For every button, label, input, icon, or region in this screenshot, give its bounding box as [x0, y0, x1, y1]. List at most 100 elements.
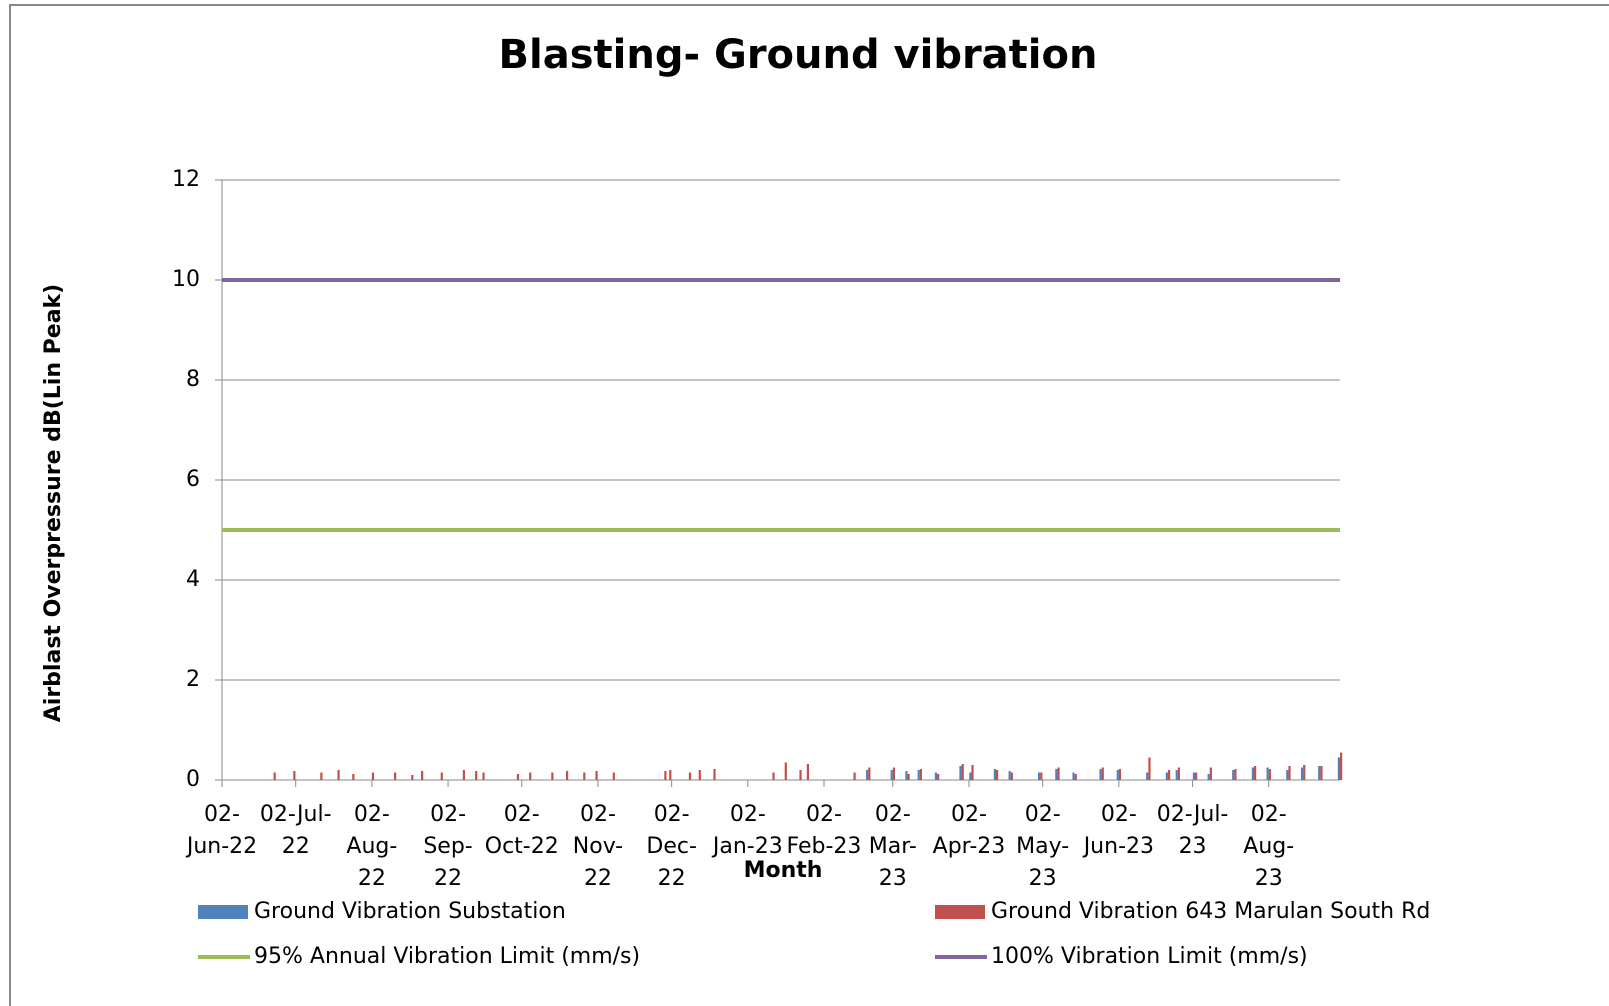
x-tick-label: 02-Oct-22 — [484, 802, 559, 859]
x-tick-label: 02-Dec-22 — [646, 802, 697, 891]
bar — [1288, 766, 1291, 780]
bar — [337, 770, 340, 780]
bar — [1040, 772, 1043, 780]
bar — [799, 770, 802, 780]
bar — [293, 771, 296, 780]
bar — [905, 771, 908, 780]
bar — [583, 772, 586, 780]
bar — [959, 766, 962, 780]
bar — [1266, 767, 1269, 780]
bar — [892, 767, 895, 780]
bar — [1340, 752, 1343, 780]
bar — [868, 767, 871, 780]
bar — [1148, 757, 1151, 780]
bar — [566, 771, 569, 780]
bar — [1038, 772, 1041, 780]
bar — [1234, 769, 1237, 780]
bar — [971, 765, 974, 780]
bar — [1318, 766, 1321, 780]
y-tick-label: 2 — [186, 667, 200, 692]
legend-swatch — [198, 905, 248, 919]
bar — [961, 764, 964, 780]
bar — [1209, 767, 1212, 780]
bar — [411, 775, 414, 780]
x-tick-label: 02-Sep-22 — [423, 802, 473, 891]
legend-label: Ground Vibration Substation — [254, 899, 566, 924]
bar — [937, 774, 940, 780]
bar — [1165, 772, 1168, 780]
bar — [440, 772, 443, 780]
y-axis-title: Airblast Overpressure dB(Lin Peak) — [41, 284, 66, 722]
x-axis-title: Month — [744, 858, 823, 883]
bar — [1195, 772, 1198, 780]
bar — [1010, 772, 1013, 780]
bar — [993, 769, 996, 780]
bar — [806, 764, 809, 780]
x-tick-label: 02-Mar-23 — [868, 802, 917, 891]
bar — [475, 771, 478, 780]
bar — [713, 769, 716, 780]
chart-title: Blasting- Ground vibration — [499, 32, 1098, 78]
bar — [371, 772, 375, 780]
bar — [890, 770, 893, 780]
chart-frame — [9, 4, 1609, 1006]
bar — [462, 770, 465, 780]
bar — [273, 772, 276, 780]
x-tick-label: 02-Jun-22 — [186, 802, 258, 859]
bar — [529, 772, 532, 780]
bar — [698, 770, 701, 780]
legend-label: 95% Annual Vibration Limit (mm/s) — [254, 944, 640, 969]
bar — [1251, 767, 1254, 780]
bar — [612, 772, 615, 780]
bar — [1074, 774, 1077, 780]
bar — [482, 772, 485, 780]
bar — [1008, 771, 1011, 780]
bar — [1175, 770, 1178, 780]
bar — [1337, 757, 1340, 780]
bar — [1300, 767, 1304, 780]
bar — [1116, 770, 1119, 780]
bar — [934, 772, 938, 780]
x-tick-label: 02-Jul-23 — [1156, 802, 1229, 859]
bar — [516, 774, 520, 780]
x-tick-label: 02-Jun-23 — [1083, 802, 1154, 859]
bar — [1232, 770, 1235, 780]
x-tick-label: 02-Jul-22 — [259, 802, 332, 859]
bar — [907, 774, 910, 780]
bar — [421, 771, 424, 780]
bar — [595, 771, 598, 780]
bar — [1254, 766, 1257, 780]
bar — [352, 774, 355, 780]
bar — [784, 762, 787, 780]
y-tick-label: 12 — [172, 167, 200, 192]
bar — [688, 772, 692, 780]
bar — [320, 772, 323, 780]
bar — [919, 769, 923, 780]
bar — [1101, 767, 1104, 780]
y-tick-label: 4 — [186, 567, 200, 592]
legend-label: 100% Vibration Limit (mm/s) — [991, 944, 1308, 969]
x-tick-label: 02-Aug-22 — [346, 802, 398, 891]
bar — [1207, 774, 1210, 780]
x-tick-label: 02-May-23 — [1016, 802, 1070, 891]
bar — [669, 770, 672, 780]
bar — [917, 770, 920, 780]
x-tick-label: 02-Nov-22 — [572, 802, 624, 891]
bar — [1072, 772, 1075, 780]
bar — [1057, 767, 1060, 780]
bar — [1177, 767, 1181, 780]
bar — [866, 770, 869, 780]
y-tick-label: 8 — [186, 367, 200, 392]
bar — [1320, 766, 1323, 780]
y-tick-label: 10 — [172, 267, 200, 292]
y-tick-label: 6 — [186, 467, 200, 492]
bar — [551, 772, 554, 780]
bar — [969, 772, 972, 780]
bar — [772, 772, 775, 780]
bar — [1118, 769, 1122, 780]
bar — [996, 770, 999, 780]
bar — [853, 772, 856, 780]
legend-swatch — [935, 905, 985, 919]
x-tick-label: 02-Feb-23 — [786, 802, 862, 859]
